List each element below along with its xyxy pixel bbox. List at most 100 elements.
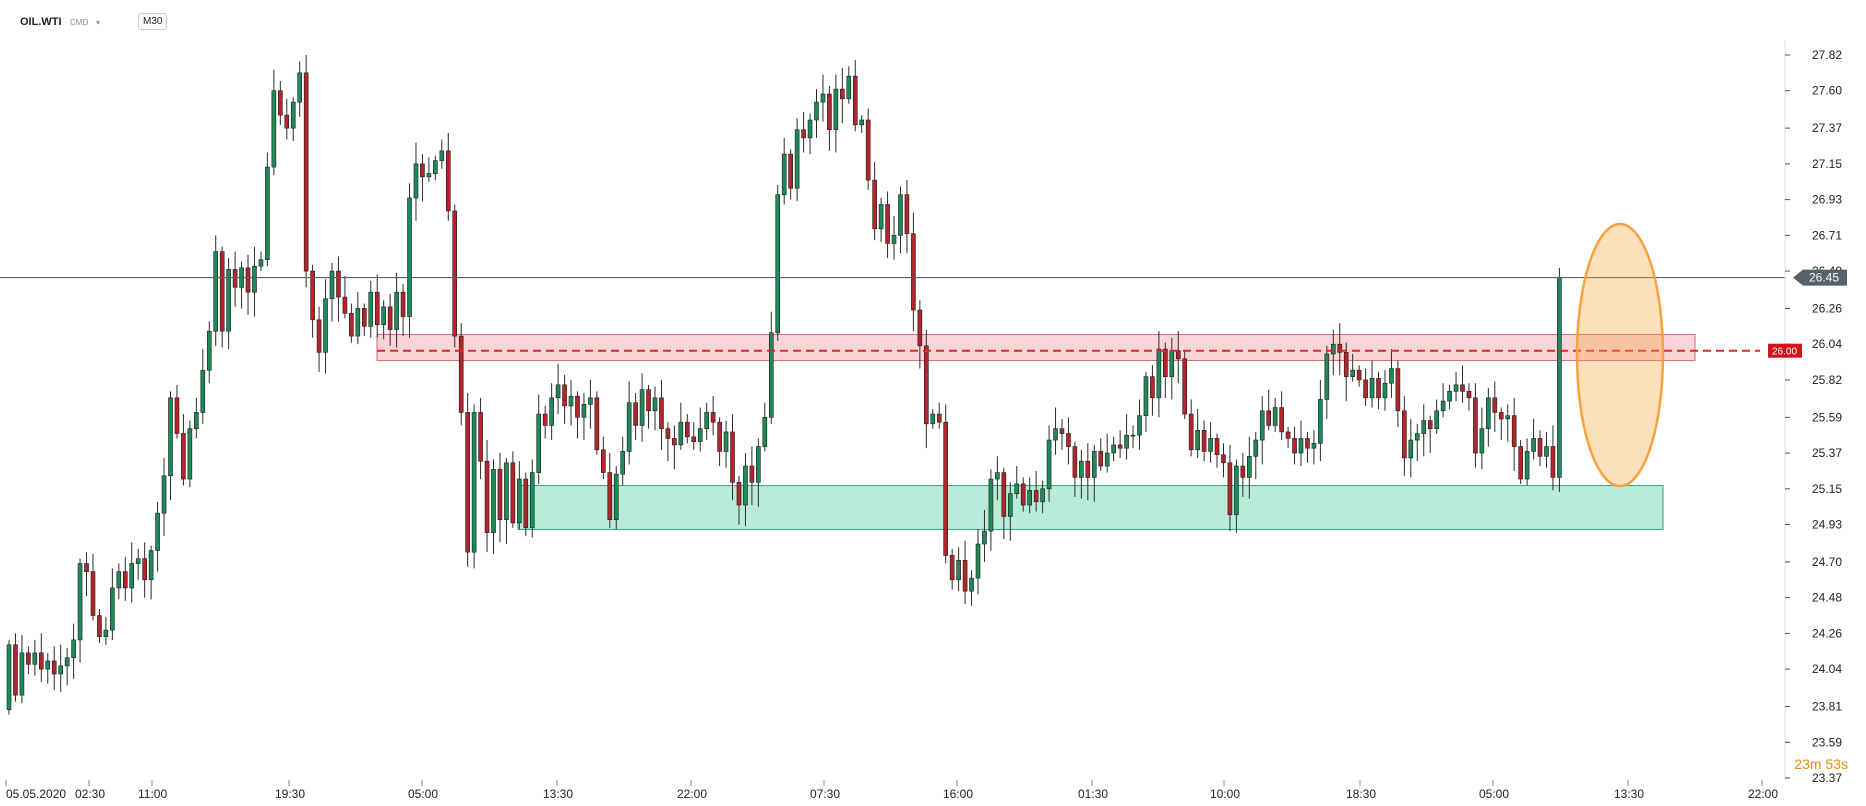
candle (1363, 379, 1368, 399)
candle (349, 313, 354, 337)
candle (607, 472, 613, 520)
candle (219, 251, 225, 332)
candle (420, 163, 425, 178)
candle (155, 512, 160, 551)
price-tick-label: 23.37 (1812, 771, 1842, 785)
candle (13, 644, 18, 696)
candle (1195, 430, 1200, 451)
candle (148, 550, 154, 581)
resistance-zone (376, 333, 1696, 361)
candle (26, 652, 31, 665)
candle (194, 412, 199, 429)
candle (1175, 350, 1181, 360)
candle (1027, 490, 1032, 506)
candle (452, 210, 458, 337)
price-tick-label: 23.81 (1812, 700, 1842, 714)
symbol-label[interactable]: OIL.WTI (20, 16, 62, 28)
current-price-badge (1793, 269, 1847, 286)
candle (381, 306, 386, 326)
candle (820, 93, 826, 103)
overlays-layer (0, 222, 1785, 488)
candle (71, 639, 76, 659)
candle (116, 571, 122, 589)
candle (1518, 446, 1523, 480)
candle (504, 462, 509, 520)
candle (45, 660, 51, 670)
candle (1524, 451, 1530, 480)
price-tick-label: 26.04 (1812, 337, 1842, 351)
level-value: 26.00 (1772, 347, 1797, 358)
candle (342, 296, 348, 314)
candle (1143, 376, 1149, 416)
candle (187, 428, 193, 480)
candle (1091, 451, 1097, 478)
candle (891, 235, 897, 244)
candle (1324, 353, 1330, 400)
candle (756, 446, 761, 483)
price-axis: 27.8227.6027.3727.1526.9326.7126.4926.26… (1768, 40, 1847, 785)
candle (1402, 410, 1407, 459)
candle (303, 72, 309, 272)
candle (730, 431, 735, 483)
candle (484, 460, 490, 533)
candle (975, 543, 981, 579)
candle (174, 397, 180, 434)
candle (374, 291, 380, 326)
candle (1421, 420, 1427, 434)
candle (1059, 428, 1065, 434)
candle (646, 389, 651, 412)
candle (19, 652, 25, 696)
candle (284, 114, 290, 129)
candle (1369, 378, 1375, 399)
candle (181, 433, 186, 480)
candle (529, 472, 535, 529)
timeframe-button[interactable]: M30 (138, 13, 168, 30)
candle (523, 478, 529, 529)
candle-countdown: 23m 53s (1794, 756, 1848, 772)
candle (200, 369, 206, 413)
candle (1124, 434, 1129, 449)
candle (872, 179, 877, 230)
candle (749, 465, 755, 483)
candle (1356, 369, 1362, 381)
candle (594, 397, 600, 451)
candle (568, 395, 574, 407)
candle (885, 204, 890, 244)
candle (1007, 493, 1013, 517)
candle (458, 335, 464, 413)
candle (781, 153, 787, 196)
candle (1272, 407, 1278, 426)
candle (316, 319, 322, 353)
chevron-down-icon[interactable]: ▾ (96, 17, 101, 27)
candle (904, 194, 910, 235)
candle (252, 265, 257, 293)
price-tick-label: 25.59 (1812, 410, 1842, 424)
candle (1544, 446, 1549, 457)
candle (969, 577, 974, 592)
candle (290, 101, 296, 129)
candle (1079, 460, 1084, 478)
price-tick-label: 26.26 (1812, 301, 1842, 315)
candle (943, 421, 949, 556)
price-tick-label: 24.70 (1812, 555, 1842, 569)
candle (1331, 343, 1336, 355)
candle (982, 530, 987, 545)
candle (471, 412, 477, 553)
candle (1111, 444, 1116, 454)
candle (1163, 348, 1168, 377)
candle (620, 451, 626, 475)
candle (517, 478, 522, 524)
candle (1014, 483, 1020, 494)
candle (1253, 439, 1259, 457)
candle (1557, 277, 1562, 478)
candle (1234, 465, 1239, 516)
candle (232, 269, 238, 288)
candle (1046, 439, 1052, 490)
candle (510, 462, 516, 524)
candle (581, 404, 587, 418)
support-zone (517, 485, 1664, 530)
candle (995, 472, 1000, 480)
candle (814, 101, 819, 121)
candle (1305, 438, 1310, 449)
